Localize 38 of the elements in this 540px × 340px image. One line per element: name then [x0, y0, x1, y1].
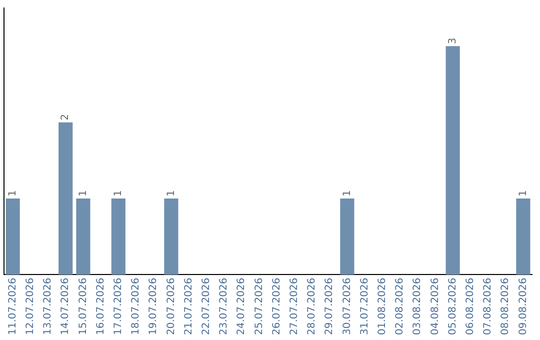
x-tick-label: 22.07.2026 [200, 278, 212, 336]
x-tick-label: 18.07.2026 [130, 278, 142, 336]
data-label: 1 [78, 190, 89, 197]
x-tick-label: 25.07.2026 [254, 278, 265, 336]
x-tick-label: 26.07.2026 [271, 278, 282, 336]
x-tick-label: 03.08.2026 [412, 278, 424, 336]
data-label: 3 [447, 38, 458, 44]
x-tick-label: 11.07.2026 [7, 278, 18, 336]
data-label: 1 [7, 190, 18, 197]
x-tick-label: 20.07.2026 [166, 278, 177, 336]
data-label: 1 [112, 190, 124, 197]
x-tick-label: 13.07.2026 [42, 278, 54, 336]
data-label: 2 [60, 114, 72, 120]
x-tick-label: 28.07.2026 [306, 278, 318, 336]
x-tick-label: 15.07.2026 [78, 278, 89, 336]
x-tick-label: 21.07.2026 [183, 278, 194, 336]
x-tick-label: 01.08.2026 [376, 278, 388, 336]
x-tick-label: 02.08.2026 [394, 278, 406, 336]
x-tick-label: 30.07.2026 [342, 278, 353, 336]
x-tick-label: 23.07.2026 [218, 278, 230, 336]
x-tick-label: 17.07.2026 [112, 278, 124, 336]
x-tick-label: 08.08.2026 [500, 278, 512, 336]
x-tick-label: 16.07.2026 [95, 278, 106, 336]
data-label: 1 [342, 190, 353, 197]
x-tick-label: 12.07.2026 [24, 278, 36, 336]
x-tick-label: 07.08.2026 [482, 278, 494, 336]
data-label: 1 [166, 190, 177, 197]
x-tick-label: 14.07.2026 [60, 278, 72, 336]
x-tick-label: 19.07.2026 [148, 278, 160, 336]
x-tick-label: 04.08.2026 [430, 278, 441, 336]
x-tick-label: 09.08.2026 [518, 278, 529, 336]
x-tick-label: 05.08.2026 [447, 278, 458, 336]
x-tick-label: 24.07.2026 [236, 278, 248, 336]
x-tick-label: 29.07.2026 [324, 278, 336, 336]
data-label: 1 [518, 190, 529, 197]
x-tick-label: 31.07.2026 [359, 278, 370, 336]
x-tick-label: 06.08.2026 [464, 278, 476, 336]
x-tick-label: 27.07.2026 [288, 278, 300, 336]
